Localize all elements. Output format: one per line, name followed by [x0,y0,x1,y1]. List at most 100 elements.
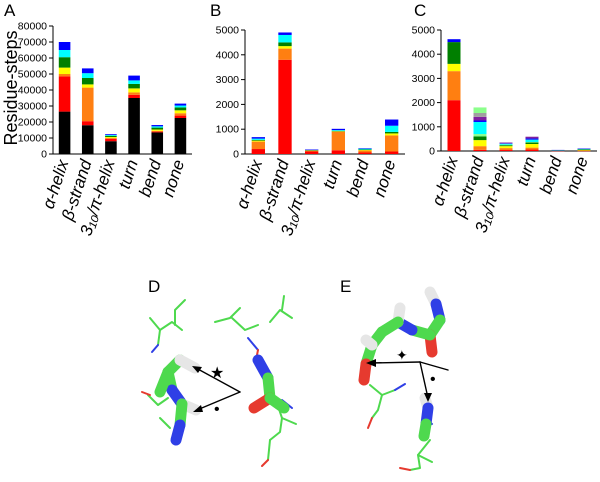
bar-segment [58,50,71,58]
bar-segment [473,120,487,122]
bar-segment [58,67,71,74]
bar-segment [105,138,117,142]
bar-segment [305,151,319,154]
panel-e-dot-mark: • [430,371,436,388]
bar-segment [331,150,345,154]
bar-segment [128,83,140,89]
bar-segment [499,144,513,146]
y-tick-label: 4000 [216,49,240,61]
bar-segment [251,141,265,150]
bar-segment [358,148,372,150]
bar-segment [81,121,94,126]
bar-segment [278,46,292,49]
y-tick-label: 3000 [216,74,240,86]
bar-segment [331,128,345,131]
molecule-panel-e: ✦ • [358,286,449,471]
bar-segment [128,98,140,154]
bar-segment [385,131,399,134]
bar-segment [174,118,187,154]
bar-segment [385,151,399,154]
bar-segment [174,110,187,114]
panel-label-c: C [414,1,426,20]
bar-segment [499,143,513,144]
x-category-label: none [562,154,592,196]
bar-segment [278,34,292,43]
bar-segment [499,142,513,144]
molecule-panel-d: ★ • [141,295,297,467]
bar-segment [331,130,345,132]
bar-segment [473,107,487,114]
panel-label-d: D [148,277,160,296]
bar-segment [385,133,399,136]
y-tick-label: 80000 [18,21,47,33]
bar-segment [278,32,292,35]
bar-segment [473,116,487,121]
bar-segment [81,125,94,154]
y-tick-label: 2000 [412,97,436,109]
bar-segment [151,131,164,133]
bar-segment [447,100,461,151]
bar-segment [278,59,292,155]
bar-segment [128,88,140,93]
y-tick-label: 20000 [18,117,47,129]
panel-label-a: A [4,1,16,20]
bar-segment [105,135,117,138]
bar-segment [105,134,117,135]
bar-segment [525,149,539,151]
bar-segment [251,137,265,139]
bar-segment [174,105,187,108]
bar-segment [174,115,187,118]
x-category-label: none [370,157,400,199]
panel-label-e: E [340,277,351,296]
bar-segment [358,150,372,153]
y-tick-label: 0 [41,149,47,161]
y-tick-label: 1000 [216,124,240,136]
y-tick-label: 60000 [18,53,47,65]
x-category-label: turn [513,154,540,188]
y-tick-label: 0 [429,146,435,158]
bar-segment [525,142,539,144]
bar-segment [447,63,461,72]
bar-segment [525,143,539,148]
y-tick-label: 5000 [216,25,240,37]
y-tick-label: 0 [233,149,239,161]
bar-segment [81,84,94,88]
bar-segment [151,127,164,130]
bar-segment [551,149,565,151]
bar-segment [525,142,539,143]
panel-d-dot-mark: • [214,401,220,418]
bar-segment [577,150,591,151]
bar-segment [81,87,94,122]
bar-segment [358,149,372,151]
bar-segment [251,138,265,140]
x-category-label: turn [319,157,346,191]
bar-segment [331,131,345,151]
bar-segment [473,134,487,137]
bar-segment [577,148,591,150]
bar-segment [499,143,513,145]
y-tick-label: 50000 [18,69,47,81]
panel-label-b: B [210,1,221,20]
bar-segment [58,42,71,50]
bar-segment [577,150,591,152]
bar-segment [499,146,513,149]
bar-segment [447,71,461,101]
bar-segment [251,140,265,142]
bar-segment [128,75,140,81]
bar-segment [151,126,164,128]
bar-segment [58,111,71,154]
y-tick-label: 2000 [216,99,240,111]
y-axis-title: Residue-steps [1,30,21,145]
bar-segment [278,42,292,47]
bar-segment [358,150,372,151]
bar-segment [81,73,94,78]
bar-segment [105,134,117,136]
bar-segment [151,132,164,154]
bar-segment [81,78,94,85]
bar-segment [305,150,319,152]
bar-segment [499,150,513,151]
bar-segment [151,125,164,127]
bar-segment [305,149,319,151]
x-category-label: bend [343,157,373,199]
